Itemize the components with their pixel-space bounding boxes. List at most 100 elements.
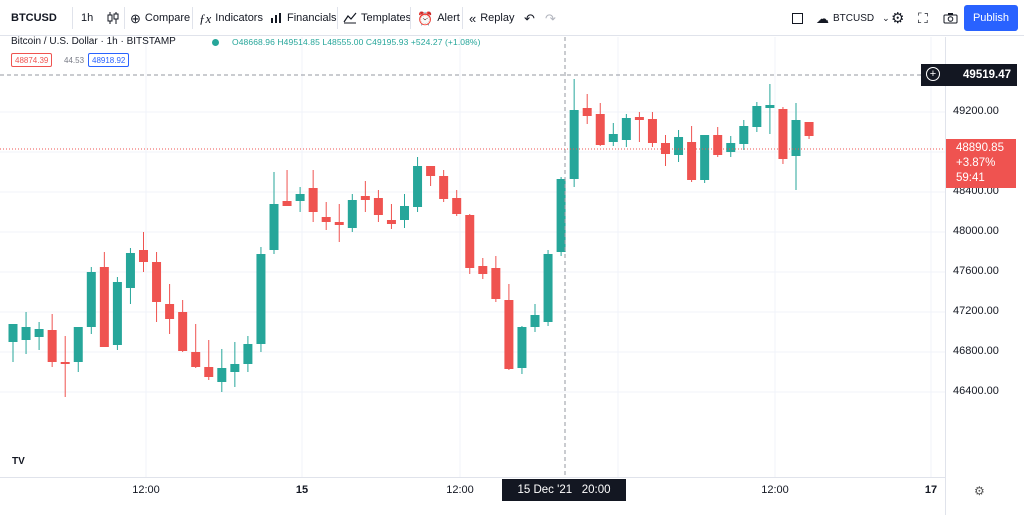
candle-body bbox=[386, 220, 396, 224]
candle-body bbox=[373, 198, 383, 215]
alert-label: Alert bbox=[437, 12, 460, 24]
candle-body bbox=[347, 200, 357, 228]
publish-label: Publish bbox=[972, 12, 1010, 24]
compare-button[interactable]: ⊕ Compare bbox=[130, 0, 190, 36]
candle-body bbox=[400, 206, 409, 220]
candle-body bbox=[112, 282, 122, 345]
templates-icon bbox=[343, 12, 357, 24]
price-tick-label: 48000.00 bbox=[953, 225, 999, 237]
candle-body bbox=[21, 327, 31, 340]
undo-button[interactable]: ↶ bbox=[524, 0, 539, 36]
candle-body bbox=[504, 300, 514, 369]
candle-body bbox=[791, 120, 801, 156]
tradingview-logo[interactable]: TV bbox=[12, 456, 25, 467]
candle-body bbox=[687, 142, 697, 180]
templates-button[interactable]: Templates bbox=[343, 0, 411, 36]
toolbar-divider bbox=[192, 7, 193, 29]
candle-body bbox=[178, 312, 188, 351]
financials-label: Financials bbox=[287, 12, 337, 24]
price-tick-label: 47600.00 bbox=[953, 265, 999, 277]
candle-body bbox=[530, 315, 540, 327]
symbol-search[interactable]: BTCUSD bbox=[11, 0, 57, 36]
market-status-dot bbox=[212, 39, 219, 46]
price-chart[interactable] bbox=[0, 37, 1024, 515]
price-tick-label: 49200.00 bbox=[953, 105, 999, 117]
candle-body bbox=[752, 106, 762, 127]
candle-body bbox=[139, 250, 148, 262]
candle-body bbox=[647, 119, 657, 143]
layout-symbol-label: BTCUSD bbox=[833, 12, 875, 24]
candle-body bbox=[465, 215, 475, 268]
gear-icon: ⚙ bbox=[891, 9, 905, 27]
candle-body bbox=[295, 194, 305, 201]
candle-body bbox=[439, 176, 449, 199]
replay-label: Replay bbox=[480, 12, 515, 24]
candle-body bbox=[452, 198, 462, 214]
layout-toggle[interactable] bbox=[792, 0, 803, 36]
legend-title[interactable]: Bitcoin / U.S. Dollar · 1h · BITSTAMP bbox=[11, 36, 176, 47]
interval-button[interactable]: 1h bbox=[81, 0, 93, 36]
candle-body bbox=[269, 204, 279, 250]
add-alert-plus-icon[interactable]: + bbox=[926, 67, 940, 81]
square-icon bbox=[792, 12, 803, 24]
candle-body bbox=[165, 304, 175, 319]
indicator-value-2: 44.53 bbox=[64, 55, 85, 65]
alert-button[interactable]: ⏰ Alert bbox=[417, 0, 460, 36]
settings-button[interactable]: ⚙ bbox=[891, 0, 908, 36]
legend-ohlc-values: O48668.96 H49514.85 L48555.00 C49195.93 … bbox=[232, 37, 481, 47]
crosshair-price-label: 49519.47 bbox=[921, 64, 1017, 86]
axis-settings-gear-icon[interactable]: ⚙ bbox=[974, 484, 985, 498]
redo-button[interactable]: ↷ bbox=[545, 0, 560, 36]
candle-body bbox=[243, 344, 253, 364]
toolbar-divider bbox=[72, 7, 73, 29]
candle-body bbox=[47, 330, 57, 362]
fullscreen-button[interactable]: ⛶ bbox=[918, 0, 932, 36]
camera-icon bbox=[943, 13, 958, 24]
rewind-icon: « bbox=[469, 10, 477, 26]
candle-body bbox=[308, 188, 318, 212]
price-change-percent: +3.87% bbox=[956, 157, 996, 169]
layout-symbol-button[interactable]: ☁ BTCUSD ⌄ bbox=[816, 0, 890, 36]
bar-countdown: 59:41 bbox=[956, 172, 985, 184]
candle-body bbox=[191, 352, 201, 367]
price-tick-label: 46400.00 bbox=[953, 385, 999, 397]
financials-button[interactable]: Financials bbox=[270, 0, 337, 36]
price-tick-label: 47200.00 bbox=[953, 305, 999, 317]
candles-icon bbox=[107, 12, 119, 24]
toolbar-divider bbox=[337, 7, 338, 29]
indicators-label: Indicators bbox=[215, 12, 263, 24]
candle-body bbox=[413, 166, 423, 207]
candle-body bbox=[34, 329, 44, 337]
candle-body bbox=[700, 135, 710, 180]
time-tick-label: 12:00 bbox=[761, 484, 789, 496]
candle-body bbox=[517, 327, 527, 368]
candlestick-series bbox=[8, 79, 814, 397]
plus-circle-icon: ⊕ bbox=[130, 10, 141, 26]
snapshot-button[interactable] bbox=[943, 0, 958, 36]
financials-icon bbox=[271, 13, 281, 23]
candle-body bbox=[204, 367, 214, 377]
toolbar-divider bbox=[462, 7, 463, 29]
top-toolbar: BTCUSD 1h ⊕ Compare ƒx Indicators Financia… bbox=[0, 0, 1024, 36]
symbol-label: BTCUSD bbox=[11, 12, 57, 24]
candle-body bbox=[99, 267, 109, 347]
undo-icon: ↶ bbox=[524, 10, 535, 26]
fullscreen-icon: ⛶ bbox=[918, 10, 928, 26]
fx-icon: ƒx bbox=[199, 10, 212, 26]
replay-button[interactable]: «Replay bbox=[469, 0, 514, 36]
candle-body bbox=[426, 166, 436, 176]
candle-body bbox=[804, 122, 814, 136]
last-price-value: 48890.85 bbox=[956, 142, 1004, 154]
price-tick-label: 46800.00 bbox=[953, 345, 999, 357]
publish-button[interactable]: Publish bbox=[964, 5, 1018, 31]
chart-style-button[interactable] bbox=[106, 0, 120, 36]
candle-body bbox=[608, 134, 618, 142]
time-tick-label: 12:00 bbox=[132, 484, 160, 496]
time-tick-label: 17 bbox=[924, 484, 938, 496]
compare-label: Compare bbox=[144, 12, 191, 24]
toolbar-divider bbox=[410, 7, 411, 29]
candle-body bbox=[634, 117, 644, 120]
time-tick-label: 15 bbox=[295, 484, 309, 496]
crosshair-price-value: 49519.47 bbox=[963, 69, 1011, 81]
indicators-button[interactable]: ƒx Indicators bbox=[199, 0, 263, 36]
